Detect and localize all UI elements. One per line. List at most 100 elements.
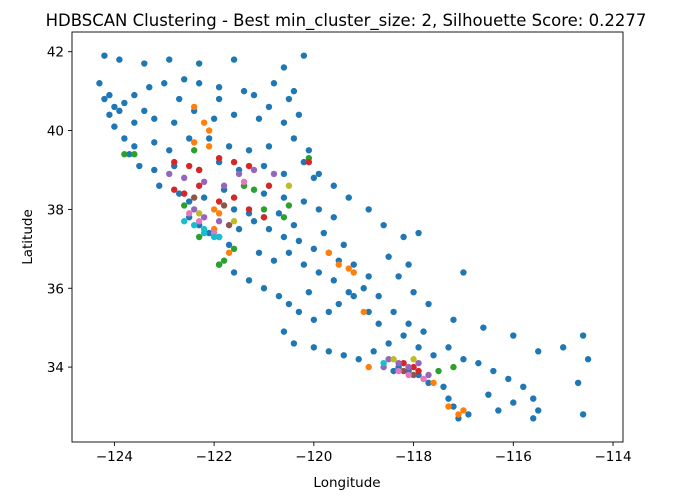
data-point <box>166 147 173 154</box>
data-point <box>315 206 323 213</box>
data-point <box>215 83 223 91</box>
data-point <box>285 95 293 103</box>
data-point <box>285 182 293 189</box>
data-point <box>495 407 502 414</box>
data-point <box>195 218 203 225</box>
data-point <box>340 241 347 249</box>
x-tick-label: −124 <box>96 449 133 465</box>
data-point <box>380 221 387 229</box>
data-point <box>190 147 198 154</box>
data-point <box>245 206 253 213</box>
data-point <box>230 269 238 276</box>
data-point <box>425 300 432 308</box>
data-point <box>171 158 178 166</box>
data-point <box>350 269 357 276</box>
data-point <box>280 328 288 335</box>
data-point <box>190 139 198 146</box>
data-point <box>180 174 188 182</box>
y-tick-label: 36 <box>47 281 64 297</box>
data-point <box>260 214 268 221</box>
data-point <box>345 288 352 296</box>
data-point <box>230 56 238 63</box>
data-point <box>240 87 248 95</box>
data-point <box>166 170 173 178</box>
x-tick-label: −118 <box>395 449 432 465</box>
data-point <box>385 253 392 260</box>
data-point <box>111 103 118 111</box>
data-point <box>415 359 422 367</box>
data-point <box>161 80 168 87</box>
data-point <box>320 229 328 237</box>
data-point <box>310 316 318 323</box>
data-point <box>485 391 492 398</box>
data-point <box>365 273 372 280</box>
data-point <box>235 170 243 178</box>
data-point <box>375 320 382 327</box>
chart-title: HDBSCAN Clustering - Best min_cluster_si… <box>46 11 647 31</box>
data-point <box>450 363 457 371</box>
data-point <box>260 285 268 292</box>
y-tick-label: 42 <box>47 45 64 61</box>
data-point <box>300 261 308 268</box>
y-tick-label: 38 <box>47 202 64 218</box>
data-point <box>141 60 148 67</box>
data-point <box>275 210 283 217</box>
data-point <box>350 292 357 300</box>
data-point <box>395 273 402 280</box>
data-point <box>215 261 223 268</box>
data-point <box>146 83 153 91</box>
data-point <box>325 348 333 355</box>
data-point <box>350 261 357 268</box>
data-point <box>345 194 352 201</box>
data-point <box>405 261 412 268</box>
data-point <box>405 363 412 371</box>
data-point <box>280 233 288 241</box>
data-point <box>450 316 457 323</box>
data-point <box>240 178 248 186</box>
data-point <box>330 277 337 284</box>
data-point <box>305 288 313 296</box>
data-point <box>270 80 278 87</box>
data-point <box>136 162 143 170</box>
data-point <box>315 269 323 276</box>
data-point <box>579 411 587 418</box>
data-point <box>400 332 407 339</box>
data-point <box>245 147 253 154</box>
data-point <box>290 87 298 95</box>
data-point <box>380 359 387 367</box>
y-axis-ticks: 34 36 38 40 42 <box>47 45 72 376</box>
data-point <box>205 135 213 142</box>
y-tick-label: 40 <box>47 124 64 140</box>
data-point <box>530 395 537 402</box>
data-point <box>195 210 203 217</box>
data-point <box>510 332 517 339</box>
data-point <box>390 367 397 375</box>
data-point <box>510 399 517 406</box>
x-tick-label: −120 <box>295 449 332 465</box>
data-point <box>579 332 587 339</box>
data-point <box>280 170 288 178</box>
data-point <box>131 91 138 99</box>
data-point <box>156 182 163 189</box>
data-point <box>121 135 128 142</box>
data-point <box>450 403 457 410</box>
data-point <box>180 190 188 197</box>
data-point <box>430 379 437 387</box>
data-point <box>230 206 238 213</box>
data-point <box>310 174 318 182</box>
data-point <box>325 308 333 316</box>
data-point <box>410 363 417 371</box>
data-point <box>210 115 218 122</box>
data-point <box>475 359 482 367</box>
data-point <box>230 245 238 253</box>
data-point <box>445 395 452 402</box>
data-point <box>300 158 308 166</box>
data-point <box>185 135 193 142</box>
data-point <box>230 158 238 166</box>
data-point <box>415 229 422 237</box>
data-point <box>520 383 527 391</box>
data-point <box>405 320 412 327</box>
data-point <box>530 415 537 422</box>
data-point <box>440 383 447 391</box>
data-point <box>200 229 208 237</box>
